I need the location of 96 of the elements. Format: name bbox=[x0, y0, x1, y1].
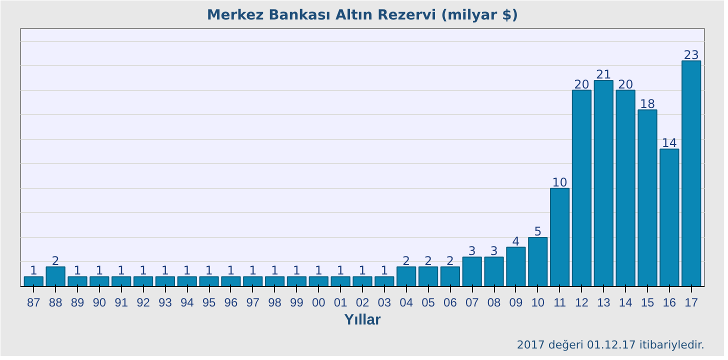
x-tick-label: 95 bbox=[202, 296, 216, 310]
bar bbox=[90, 276, 110, 286]
data-label: 1 bbox=[358, 264, 366, 278]
x-tick-label: 93 bbox=[158, 296, 172, 310]
x-tick-label: 08 bbox=[487, 296, 502, 310]
chart-title: Merkez Bankası Altın Rezervi (milyar $) bbox=[206, 8, 518, 24]
x-tick-label: 17 bbox=[684, 296, 698, 310]
bar bbox=[374, 276, 394, 286]
data-label: 1 bbox=[249, 264, 257, 278]
text: 2017 değeri 01.12.17 itibariyledir. bbox=[516, 338, 704, 352]
data-label: 5 bbox=[534, 224, 542, 238]
data-label: 1 bbox=[336, 264, 344, 278]
x-tick-label: 16 bbox=[662, 296, 676, 310]
bar bbox=[528, 236, 548, 286]
data-label: 1 bbox=[292, 264, 301, 278]
data-label: 2 bbox=[402, 254, 410, 268]
bar bbox=[352, 276, 372, 286]
x-tick-label: 96 bbox=[224, 296, 238, 310]
bar bbox=[638, 109, 658, 286]
bar bbox=[221, 276, 241, 286]
data-label: 1 bbox=[205, 264, 213, 278]
data-label: 20 bbox=[618, 77, 634, 92]
bar bbox=[616, 90, 636, 286]
bar bbox=[594, 80, 614, 286]
x-tick-label: 87 bbox=[26, 296, 41, 310]
bar bbox=[264, 276, 285, 286]
x-tick-label: 99 bbox=[290, 296, 304, 310]
bar bbox=[484, 256, 504, 286]
bar bbox=[462, 256, 482, 286]
bar bbox=[46, 266, 66, 286]
bar bbox=[550, 188, 570, 286]
x-tick-label: 15 bbox=[640, 296, 654, 310]
data-label: 1 bbox=[30, 264, 38, 278]
bar bbox=[396, 266, 416, 286]
bar bbox=[199, 276, 219, 286]
data-label: 1 bbox=[314, 264, 322, 278]
bar bbox=[133, 276, 154, 286]
data-label: 18 bbox=[640, 96, 656, 111]
data-label: 3 bbox=[468, 244, 476, 258]
x-tick-label: 06 bbox=[444, 296, 458, 310]
x-tick-label: 90 bbox=[92, 296, 106, 310]
bar bbox=[506, 246, 526, 286]
x-tick-label: 88 bbox=[48, 296, 63, 310]
data-label: 1 bbox=[118, 264, 126, 278]
x-tick-label: 10 bbox=[531, 296, 545, 310]
data-label: 1 bbox=[161, 264, 170, 278]
x-axis-title: Yıllar bbox=[344, 312, 382, 328]
data-label: 23 bbox=[684, 48, 699, 62]
x-tick-label: 09 bbox=[509, 296, 523, 310]
bar bbox=[418, 266, 438, 286]
x-tick-label: 89 bbox=[70, 296, 84, 310]
data-label: 3 bbox=[490, 244, 498, 258]
bar bbox=[24, 276, 44, 286]
bar bbox=[243, 276, 263, 286]
data-label: 20 bbox=[574, 77, 590, 92]
bar bbox=[286, 276, 307, 286]
data-label: 1 bbox=[227, 264, 235, 278]
x-tick-label: 03 bbox=[378, 296, 392, 310]
data-label: 1 bbox=[96, 264, 104, 278]
data-label: 21 bbox=[596, 67, 612, 82]
bar bbox=[682, 60, 702, 286]
data-label: 10 bbox=[552, 175, 568, 190]
data-label: 14 bbox=[662, 136, 678, 150]
x-tick-label: 14 bbox=[618, 296, 633, 310]
data-label: 2 bbox=[446, 254, 454, 268]
x-tick-label: 94 bbox=[180, 296, 194, 310]
x-tick-label: 92 bbox=[136, 296, 150, 310]
bar bbox=[68, 276, 88, 286]
x-tick-label: 00 bbox=[312, 296, 326, 310]
data-label: 2 bbox=[52, 254, 60, 268]
x-tick-label: 05 bbox=[422, 296, 436, 310]
x-tick-label: 07 bbox=[465, 296, 480, 310]
x-tick-label: 91 bbox=[114, 296, 128, 310]
bar bbox=[308, 276, 328, 286]
x-tick-label: 97 bbox=[246, 296, 260, 310]
data-label: 1 bbox=[270, 264, 279, 278]
x-tick-label: 98 bbox=[268, 296, 282, 310]
bar bbox=[155, 276, 176, 286]
bar bbox=[330, 276, 350, 286]
data-label: 2 bbox=[424, 254, 432, 268]
bar bbox=[572, 90, 592, 286]
data-label: 4 bbox=[512, 234, 520, 248]
x-tick-label: 04 bbox=[400, 296, 414, 310]
x-tick-label: 11 bbox=[554, 296, 566, 310]
data-label: 1 bbox=[139, 264, 148, 278]
bar bbox=[112, 276, 132, 286]
bar bbox=[440, 266, 460, 286]
data-label: 1 bbox=[380, 264, 388, 278]
data-label: 1 bbox=[183, 264, 191, 278]
data-label: 1 bbox=[74, 264, 82, 278]
x-tick-label: 13 bbox=[596, 296, 611, 310]
x-tick-label: 01 bbox=[334, 296, 348, 310]
x-tick-label: 02 bbox=[356, 296, 370, 310]
bar bbox=[177, 276, 197, 286]
bar bbox=[660, 148, 680, 286]
x-tick-label: 12 bbox=[575, 296, 589, 310]
